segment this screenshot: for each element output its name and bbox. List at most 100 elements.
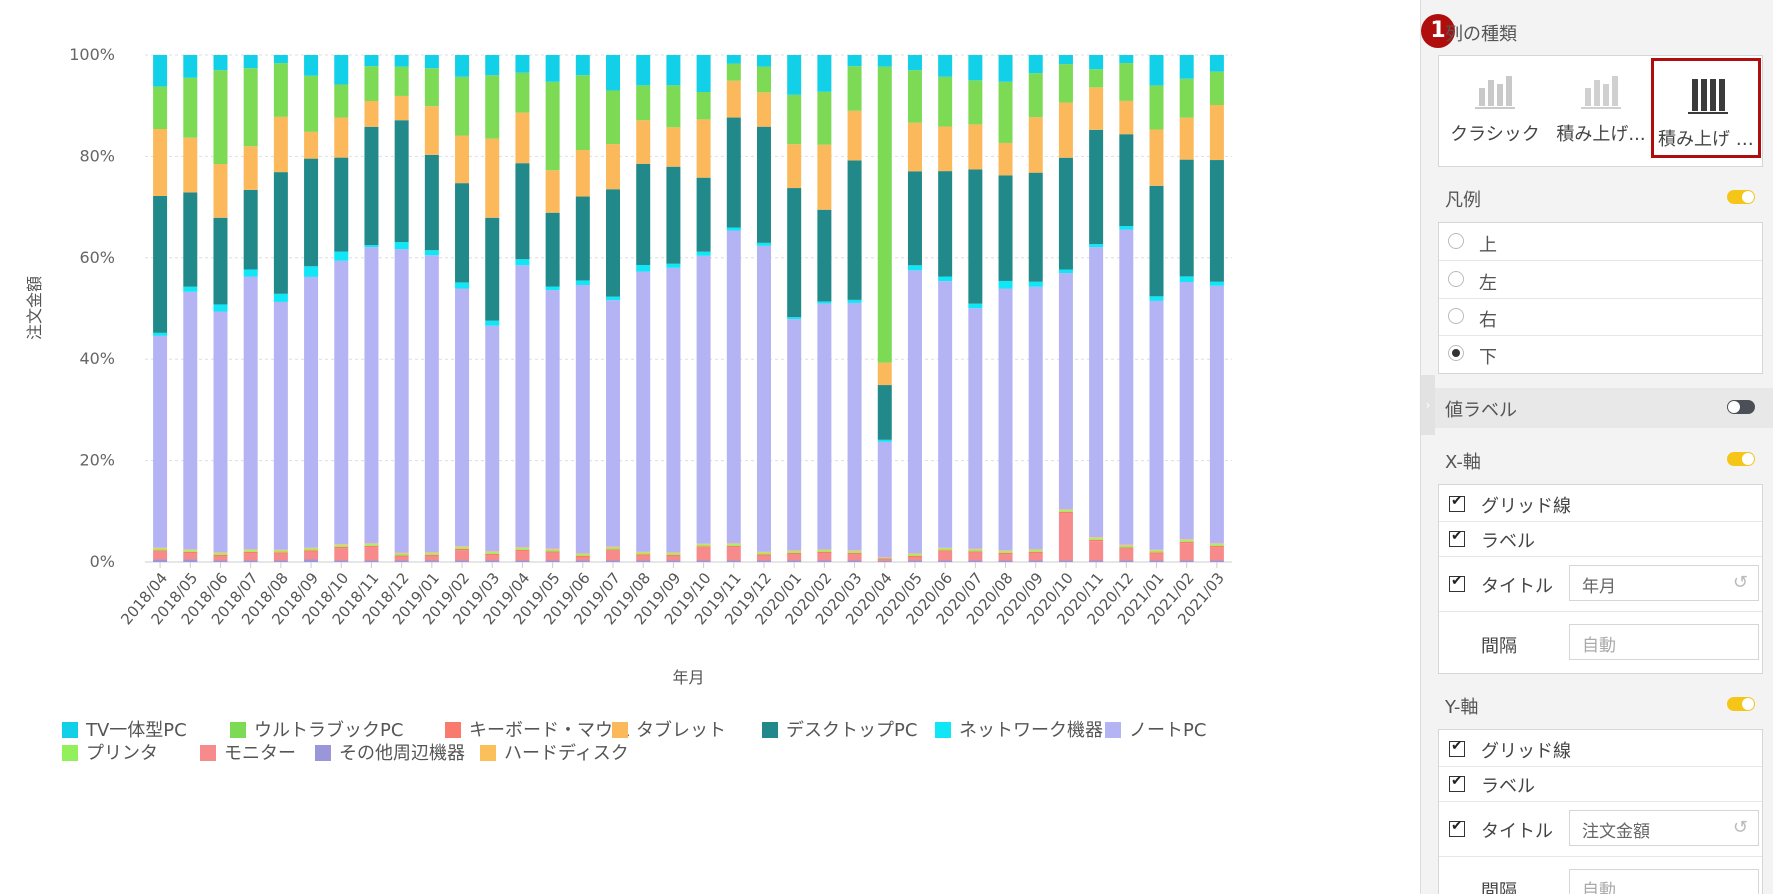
bar-segment: [938, 547, 953, 549]
bar-segment: [1089, 560, 1104, 562]
bar-segment: [545, 55, 560, 82]
bar-segment: [1028, 172, 1043, 282]
y-title-checkbox[interactable]: [1449, 818, 1465, 837]
x-gridlines-checkbox[interactable]: [1449, 493, 1465, 512]
bar-segment: [213, 217, 228, 305]
y-axis-toggle[interactable]: [1727, 697, 1755, 711]
bar-segment: [1058, 509, 1073, 511]
bar-segment: [545, 548, 560, 550]
column-type-stacked-100[interactable]: 積み上げ 1...: [1651, 58, 1761, 158]
x-labels-checkbox[interactable]: [1449, 528, 1465, 547]
bar-segment: [787, 560, 802, 562]
legend-toggle[interactable]: [1727, 190, 1755, 204]
bar-segment: [1209, 55, 1224, 72]
bar-segment: [756, 242, 771, 246]
column-type-selector: クラシック 積み上げ... 積み上げ 1...: [1438, 55, 1763, 167]
y-gridlines-row[interactable]: グリッド線: [1439, 730, 1762, 767]
x-interval-input[interactable]: 自動: [1569, 624, 1759, 660]
bar-segment: [424, 68, 439, 107]
bar-segment: [666, 553, 681, 555]
bar-segment: [877, 441, 892, 558]
reset-icon[interactable]: ↺: [1732, 572, 1748, 593]
bar-segment: [787, 144, 802, 189]
bar-segment: [1089, 129, 1104, 245]
bar-segment: [424, 154, 439, 251]
bar-segment: [183, 55, 198, 78]
stacked-bar-chart: 0%20%40%60%80%100%2018/042018/052018/062…: [25, 45, 1232, 764]
bar-segment: [424, 553, 439, 555]
x-labels-row[interactable]: ラベル: [1439, 522, 1762, 557]
bar-segment: [907, 171, 922, 266]
y-interval-input[interactable]: 自動: [1569, 869, 1759, 894]
bar-segment: [394, 553, 409, 556]
bar-segment: [183, 550, 198, 552]
bar-segment: [636, 120, 651, 164]
bar-segment: [998, 550, 1013, 552]
bar-segment: [1179, 276, 1194, 282]
bar-segment: [1119, 100, 1134, 135]
x-title-input[interactable]: 年月 ↺: [1569, 565, 1759, 601]
bar-segment: [1119, 544, 1134, 546]
bar-segment: [153, 55, 168, 87]
bar-segment: [213, 164, 228, 218]
bar-segment: [907, 265, 922, 271]
bar-segment: [575, 557, 590, 561]
column-type-stacked[interactable]: 積み上げ...: [1547, 56, 1655, 156]
bar-segment: [273, 116, 288, 173]
bar-segment: [1089, 538, 1104, 540]
legend-option-bottom[interactable]: 下: [1439, 335, 1762, 372]
legend-option-left[interactable]: 左: [1439, 261, 1762, 299]
bar-segment: [364, 560, 379, 562]
bar-segment: [847, 552, 862, 555]
bar-segment: [364, 66, 379, 101]
legend-option-left-label: 左: [1479, 273, 1497, 294]
legend-swatch: [762, 722, 778, 738]
bar-segment: [1149, 549, 1164, 551]
bar-segment: [304, 550, 319, 552]
bar-segment: [726, 547, 741, 561]
bar-segment: [394, 66, 409, 96]
bar-segment: [817, 91, 832, 145]
bar-segment: [606, 549, 621, 551]
bar-segment: [907, 122, 922, 172]
bar-segment: [998, 288, 1013, 551]
bar-segment: [1119, 547, 1134, 549]
legend-option-top-label: 上: [1479, 235, 1497, 256]
y-labels-checkbox[interactable]: [1449, 773, 1465, 792]
legend-option-top[interactable]: 上: [1439, 223, 1762, 261]
x-title-checkbox[interactable]: [1449, 573, 1465, 592]
reset-icon[interactable]: ↺: [1732, 817, 1748, 838]
bar-segment: [636, 554, 651, 556]
bar-segment: [907, 560, 922, 562]
bar-segment: [877, 557, 892, 559]
bar-segment: [364, 100, 379, 127]
legend-option-right[interactable]: 右: [1439, 298, 1762, 336]
bar-segment: [1089, 247, 1104, 538]
radio-left[interactable]: [1448, 271, 1464, 287]
column-type-classic[interactable]: クラシック: [1441, 56, 1549, 156]
radio-bottom[interactable]: [1448, 345, 1464, 361]
y-tick-label: 0%: [90, 552, 115, 571]
bar-segment: [1058, 273, 1073, 510]
bar-segment: [455, 288, 470, 547]
y-gridlines-checkbox[interactable]: [1449, 738, 1465, 757]
bar-segment: [1028, 55, 1043, 74]
bar-segment: [606, 189, 621, 297]
bar-segment: [575, 553, 590, 555]
bar-segment: [726, 544, 741, 546]
radio-right[interactable]: [1448, 308, 1464, 324]
value-labels-toggle[interactable]: [1727, 400, 1755, 414]
bar-segment: [756, 55, 771, 67]
bar-segment: [907, 270, 922, 554]
bar-segment: [938, 76, 953, 127]
bar-segment: [606, 546, 621, 548]
bar-segment: [153, 548, 168, 551]
y-title-input[interactable]: 注文金額 ↺: [1569, 810, 1759, 846]
radio-top[interactable]: [1448, 233, 1464, 249]
bar-segment: [364, 126, 379, 246]
y-labels-row[interactable]: ラベル: [1439, 767, 1762, 802]
collapse-panel-handle[interactable]: ›: [1421, 375, 1435, 435]
x-gridlines-row[interactable]: グリッド線: [1439, 485, 1762, 522]
bar-segment: [545, 212, 560, 287]
x-axis-toggle[interactable]: [1727, 452, 1755, 466]
